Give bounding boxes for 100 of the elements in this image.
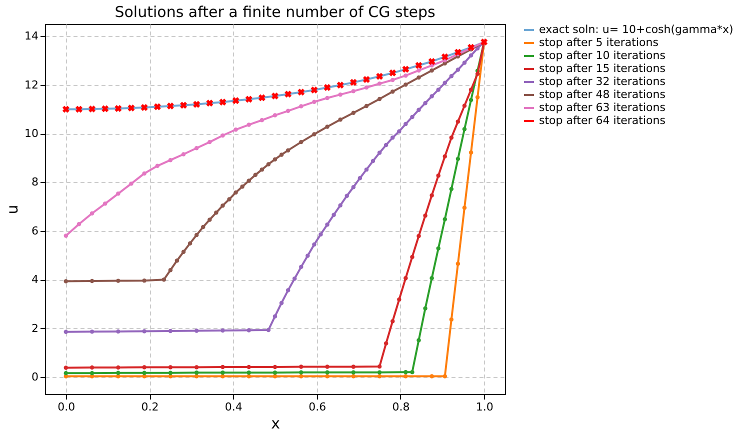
legend-label: stop after 10 iterations xyxy=(539,49,666,62)
point xyxy=(430,94,434,98)
point xyxy=(312,132,316,136)
point xyxy=(142,278,146,283)
point xyxy=(299,264,304,270)
point xyxy=(324,84,331,92)
point xyxy=(390,136,395,140)
y-tick-label: 10 xyxy=(24,127,38,140)
point xyxy=(299,364,304,369)
point xyxy=(227,197,232,202)
point xyxy=(416,68,421,73)
point xyxy=(116,365,120,370)
point xyxy=(475,72,480,76)
point xyxy=(154,103,161,110)
y-tick-label: 14 xyxy=(24,30,38,43)
point xyxy=(462,206,467,210)
point xyxy=(64,330,68,334)
point xyxy=(397,297,402,302)
y-tick-label: 6 xyxy=(32,224,38,238)
point xyxy=(377,82,382,86)
point xyxy=(475,95,480,100)
point xyxy=(220,203,225,208)
point xyxy=(338,118,342,122)
point xyxy=(220,364,225,370)
point xyxy=(377,150,382,155)
point xyxy=(397,129,402,134)
point xyxy=(260,118,264,122)
point xyxy=(456,68,460,72)
point xyxy=(351,89,356,94)
point xyxy=(90,365,94,370)
point xyxy=(193,100,200,108)
point xyxy=(220,133,225,138)
point xyxy=(436,88,440,92)
point xyxy=(128,104,135,112)
point xyxy=(404,374,408,378)
point xyxy=(325,370,330,374)
point xyxy=(206,100,214,107)
point xyxy=(272,374,278,378)
point xyxy=(220,328,225,333)
chart-title: Solutions after a finite number of CG steps xyxy=(114,3,436,21)
point xyxy=(272,364,278,370)
point xyxy=(384,341,388,346)
point xyxy=(260,167,264,172)
x-tick-label: 0.0 xyxy=(58,400,76,414)
point xyxy=(325,374,330,378)
point xyxy=(174,258,180,263)
point xyxy=(338,203,342,208)
point xyxy=(449,317,454,322)
point xyxy=(292,276,297,281)
point xyxy=(88,105,96,112)
point xyxy=(181,250,186,254)
y-tick-label: 0 xyxy=(32,370,38,384)
point xyxy=(168,328,173,334)
point xyxy=(194,374,199,378)
point xyxy=(416,75,421,80)
point xyxy=(75,106,82,113)
point xyxy=(286,148,290,152)
point xyxy=(214,210,218,215)
y-tick-label: 8 xyxy=(32,176,38,189)
point xyxy=(234,190,238,195)
point xyxy=(90,370,94,376)
point xyxy=(310,86,318,94)
x-tick-label: 0.8 xyxy=(392,400,410,414)
point xyxy=(64,370,68,376)
point xyxy=(284,90,292,98)
legend-label: stop after 48 iterations xyxy=(539,88,666,101)
point xyxy=(351,184,356,190)
point xyxy=(102,105,109,112)
point xyxy=(258,94,266,102)
point xyxy=(390,90,395,94)
point xyxy=(430,276,434,280)
point xyxy=(336,82,344,89)
point xyxy=(299,140,304,144)
point xyxy=(266,162,271,166)
point xyxy=(114,104,122,112)
point xyxy=(232,97,240,104)
point xyxy=(415,62,422,69)
point xyxy=(449,186,454,192)
point xyxy=(404,82,408,87)
point xyxy=(325,222,330,227)
point xyxy=(430,374,434,378)
point xyxy=(442,80,448,86)
point xyxy=(389,69,396,76)
point xyxy=(370,158,376,164)
point xyxy=(64,279,68,284)
point xyxy=(116,278,120,283)
point xyxy=(246,328,251,332)
point xyxy=(318,232,323,236)
point xyxy=(442,217,448,222)
point xyxy=(410,254,414,260)
point xyxy=(377,374,382,378)
point xyxy=(240,184,244,189)
point xyxy=(456,156,460,161)
point xyxy=(416,108,421,112)
point xyxy=(306,254,310,258)
point xyxy=(272,113,278,118)
point xyxy=(62,106,70,113)
point xyxy=(299,374,304,378)
point xyxy=(266,328,271,332)
point xyxy=(416,338,421,342)
